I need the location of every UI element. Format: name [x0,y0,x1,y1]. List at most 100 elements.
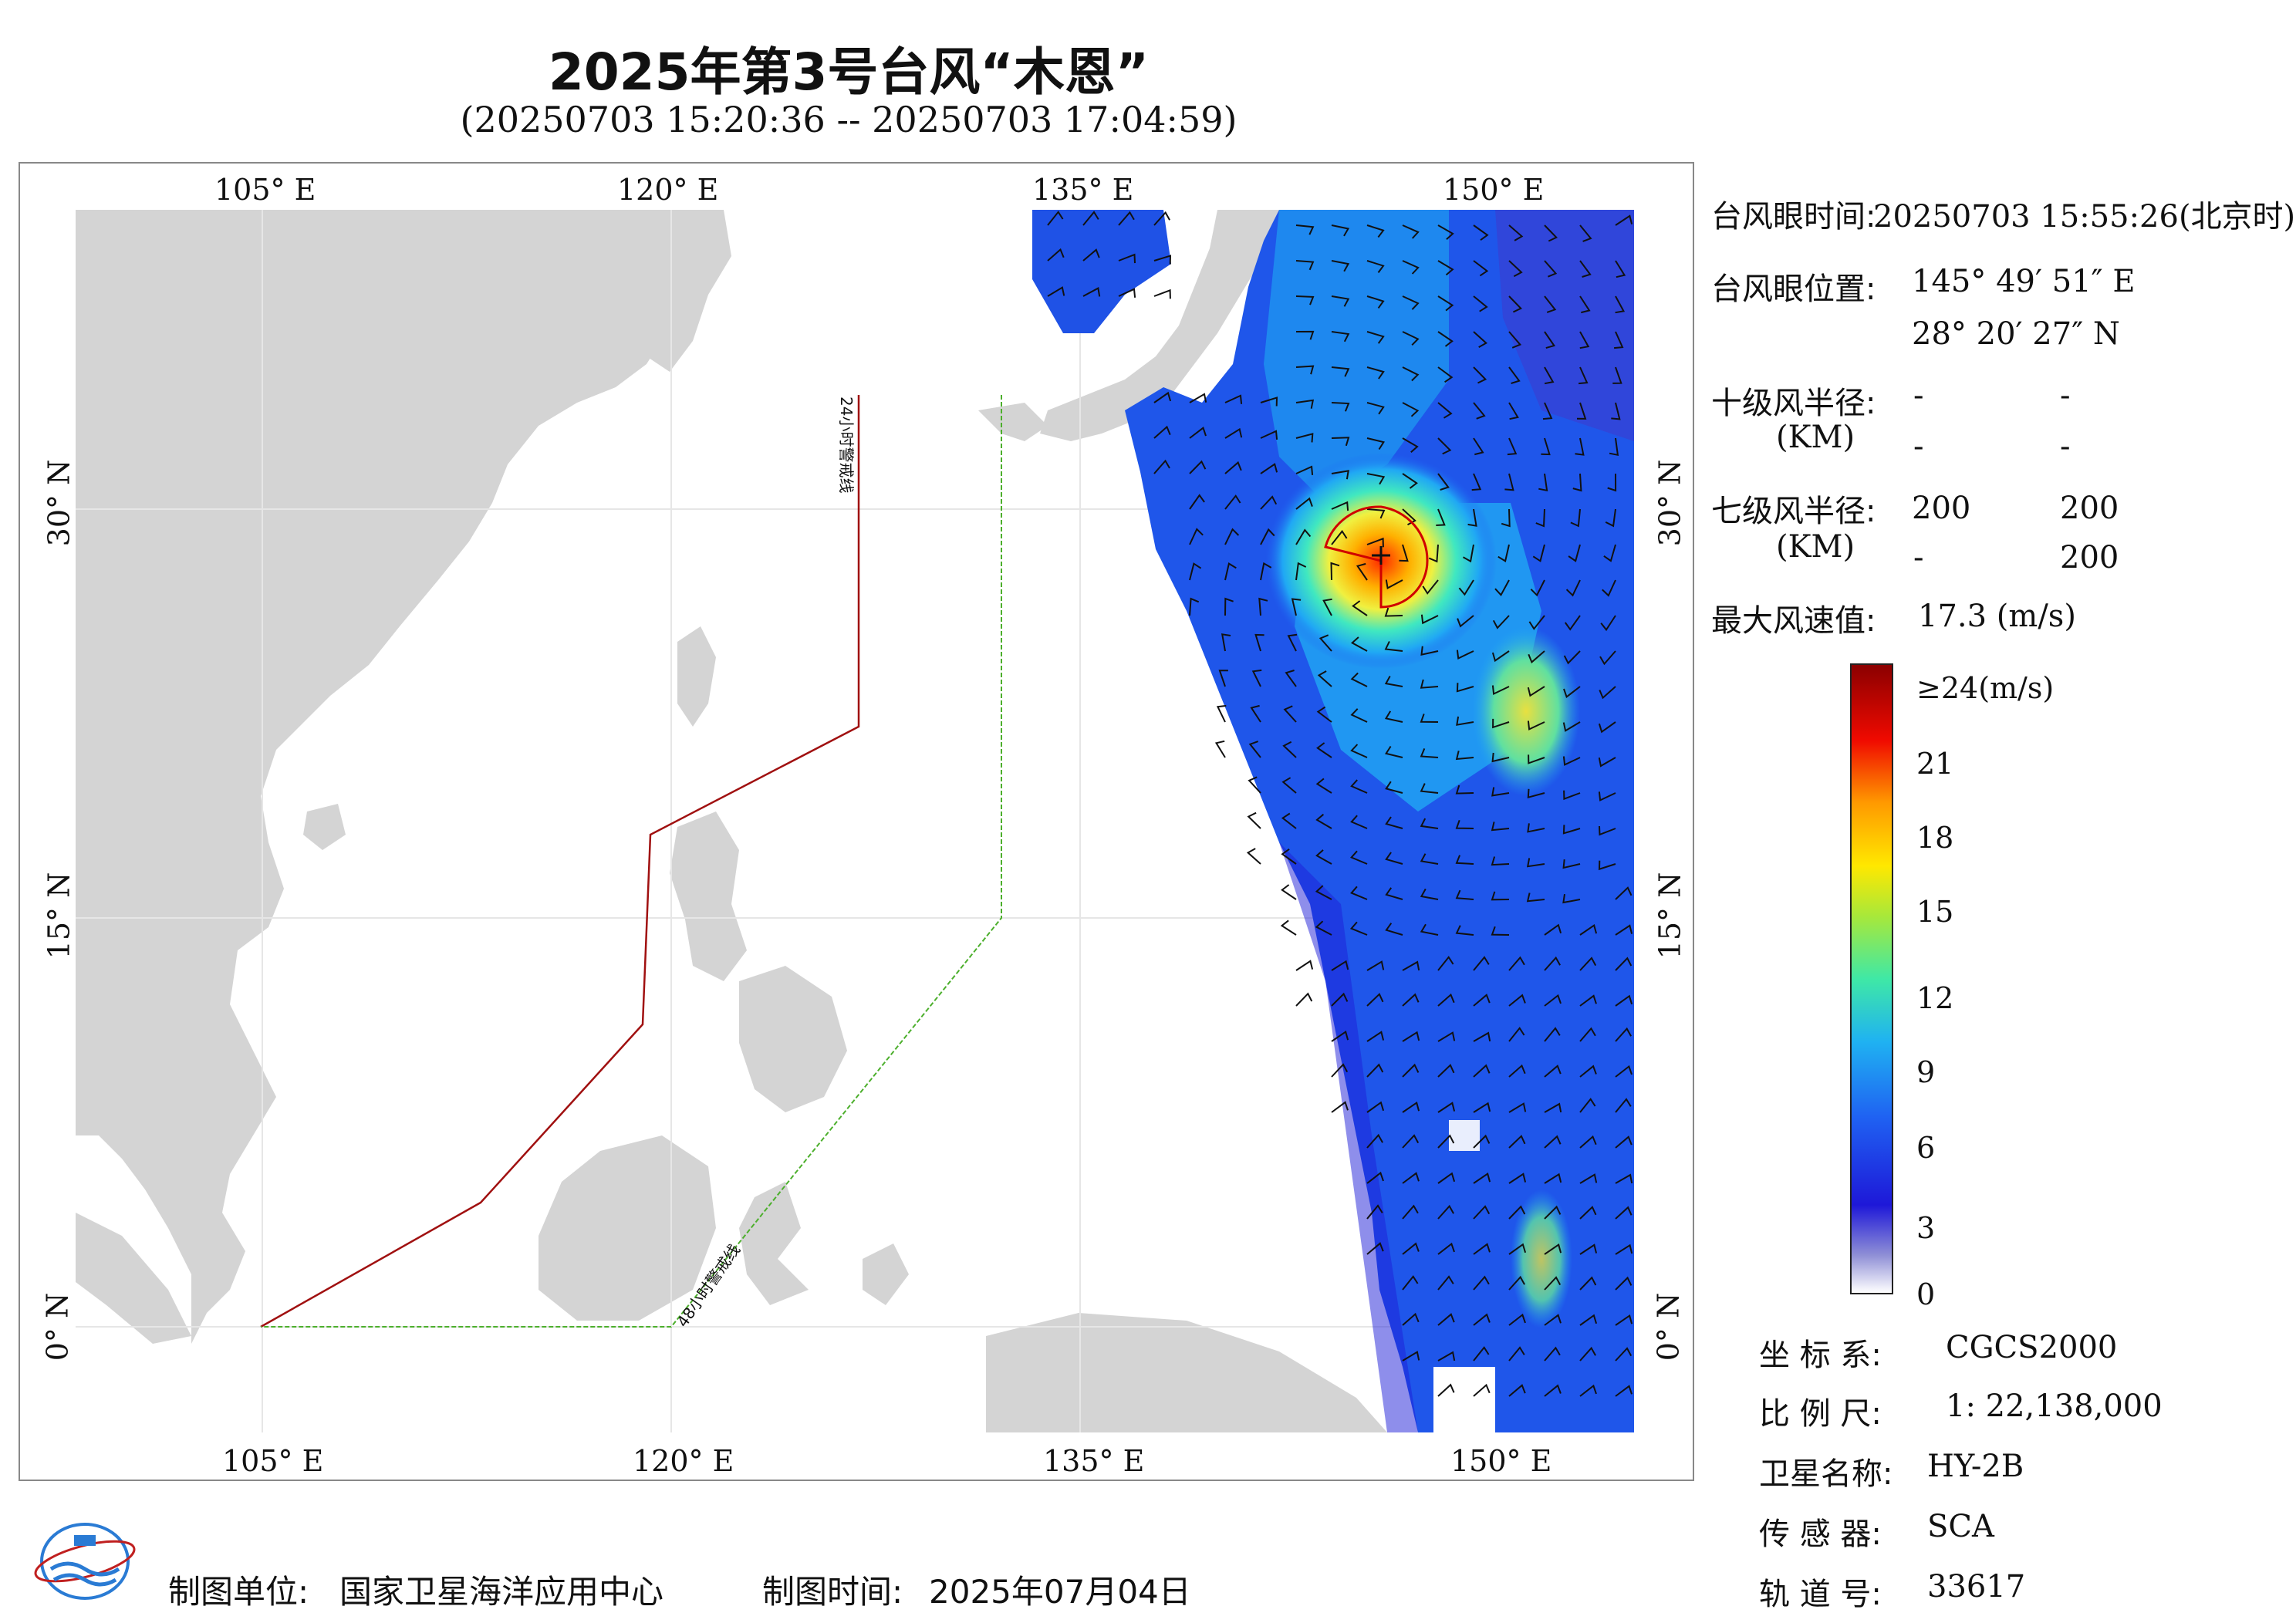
satellite-value: HY-2B [1927,1449,2024,1484]
wind-barb [1366,1133,1383,1149]
land-japan [1040,210,1279,441]
colorbar-label-6: 6 [1916,1131,1936,1165]
wind-swath [1032,210,1634,1432]
eye-time-value: 20250703 15:55:26(北京时) [1873,199,2296,235]
warning-line-24h-label: 24小时警戒线 [837,396,856,493]
wind-barb [1544,1346,1561,1361]
wind-barb [1402,1031,1420,1042]
wind-barb [1612,366,1622,384]
wind-barb [1599,686,1616,700]
colorbar-label-9: 9 [1916,1055,1936,1089]
wind-barb [1189,427,1207,439]
wind-barb [1118,253,1136,264]
wind-barb [1473,366,1487,384]
orbit-value: 33617 [1927,1569,2026,1604]
r7-value-nw: 200 [2060,540,2119,575]
wind-barb [1331,992,1349,1007]
wind-barb [1544,260,1558,278]
wind-barb [1295,295,1315,305]
producer-value: 国家卫星海洋应用中心 [339,1573,664,1611]
eye-lat-value: 28° 20′ 27″ N [1912,316,2120,352]
wind-barb [1491,926,1510,936]
wind-barb [1471,473,1482,491]
wind-barb [1473,1275,1490,1291]
wind-barb [1224,427,1243,439]
wind-barb [1047,286,1065,297]
wind-barb [1563,790,1581,801]
wind-barb [1473,1243,1491,1255]
wind-barb [1508,224,1524,241]
wind-barb [1607,473,1617,492]
wind-barb [1285,670,1297,687]
wind-barb [1260,495,1278,510]
wind-barb [1579,1065,1597,1078]
wind-barb [1349,921,1368,936]
wind-barb [1295,497,1313,510]
lon-tick-bottom-135: 135° E [1043,1444,1145,1478]
wind-barb [1528,754,1545,764]
wind-barb [1508,1027,1525,1042]
satellite-label: 卫星名称: [1759,1456,1893,1492]
wind-barb [1260,463,1278,474]
wind-barb [1611,402,1621,420]
wind-barb [1508,1102,1527,1113]
max-wind-value: 17.3 (m/s) [1918,599,2076,634]
wind-barb [1315,920,1332,936]
wind-barb [1455,819,1474,829]
warning-line-48h [261,395,1002,1328]
wind-barb [1366,1242,1384,1255]
time-range-subtitle: (20250703 15:20:36 -- 20250703 17:04:59) [460,99,1237,140]
wind-barb [1437,260,1454,276]
lon-tick-bottom-105: 105° E [222,1444,324,1478]
wind-barb [1497,544,1510,562]
wind-barb [1615,924,1633,936]
wind-barb [1544,224,1558,242]
wind-barb [1082,211,1099,226]
land-philippines-south [739,966,847,1112]
wind-barb [1492,718,1510,729]
wind-barb [1260,562,1272,581]
wind-barb [1384,745,1403,758]
wind-barb [1331,295,1350,307]
wind-barb [1491,822,1510,832]
wind-barb [1437,402,1453,419]
wind-barb [1508,1064,1526,1078]
wind-barb [1280,919,1297,936]
wind-barb [1602,579,1616,597]
wind-barb [1385,781,1403,794]
map-frame [19,162,1694,1481]
wind-barb [1437,224,1454,240]
wind-barb [1260,430,1278,440]
wind-barb [1598,791,1616,801]
wind-barb [1295,562,1307,581]
warning-line-24h [260,395,860,1328]
wind-barb [1420,748,1439,758]
wind-barb [1420,714,1439,723]
wind-barb [1047,211,1064,226]
wind-barb [1224,562,1237,581]
wind-barb [1402,402,1420,417]
wind-barb [1281,848,1297,865]
wind-barb [1295,465,1314,475]
wind-barb [1153,288,1171,299]
wind-barb [1508,1313,1526,1326]
r7-value-ne: 200 [1912,491,1971,526]
wind-barb [1402,1312,1420,1326]
wind-barb [1562,893,1581,904]
wind-barb [1189,528,1204,545]
wind-barb [1366,437,1385,450]
wind-barb [1248,741,1261,758]
wind-barb [1508,1243,1527,1255]
wind-barb [1350,886,1368,900]
wind-barb [1542,402,1553,420]
wind-barb [1350,636,1368,652]
r10-value-se: - [2060,378,2071,413]
wind-barb [1473,1205,1491,1220]
wind-barb [1598,721,1616,734]
wind-barb [1473,402,1486,420]
wind-barb [1455,855,1474,865]
wind-barb [1331,529,1348,545]
colorbar-label-21: 21 [1916,747,1954,781]
wind-barb [1544,1384,1562,1397]
wind-barb [1047,248,1065,262]
